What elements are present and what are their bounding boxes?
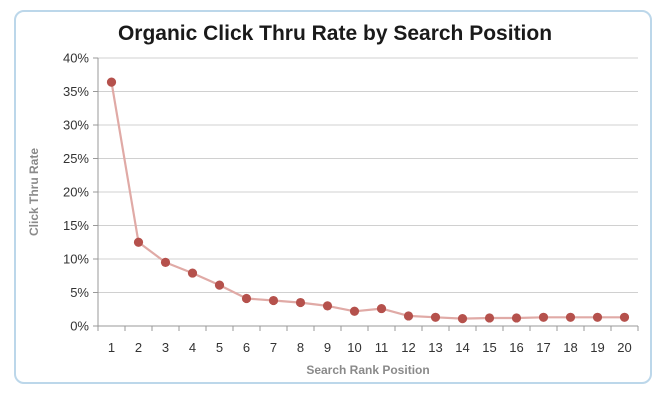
y-axis-label: Click Thru Rate xyxy=(27,148,41,236)
data-point xyxy=(106,77,117,87)
x-tick-label: 12 xyxy=(401,340,415,355)
gridlines xyxy=(98,57,638,293)
x-tick-label: 13 xyxy=(428,340,442,355)
y-tick-label: 35% xyxy=(63,84,89,99)
data-point xyxy=(484,313,495,323)
x-tick-label: 19 xyxy=(590,340,604,355)
x-tick-label: 16 xyxy=(509,340,523,355)
data-point xyxy=(241,293,252,304)
data-point xyxy=(187,268,198,278)
x-tick-label: 9 xyxy=(324,340,331,355)
y-tick-label: 25% xyxy=(63,151,89,166)
x-tick-label: 18 xyxy=(563,340,577,355)
x-tick-label: 14 xyxy=(455,340,469,355)
y-tick-label: 5% xyxy=(70,285,89,300)
chart-title: Organic Click Thru Rate by Search Positi… xyxy=(117,22,553,45)
y-tick-label: 15% xyxy=(63,218,89,233)
data-point xyxy=(592,312,603,322)
x-tick-labels: 1 2 3 4 5 6 7 8 9 10 11 12 13 14 15 16 17 18 19 20 xyxy=(108,340,632,355)
x-tick-label: 8 xyxy=(297,340,304,355)
series-line xyxy=(110,81,625,320)
data-point xyxy=(160,257,171,267)
data-point xyxy=(538,312,549,322)
chart-frame xyxy=(14,10,652,384)
data-point xyxy=(511,313,522,323)
data-point xyxy=(619,312,630,322)
x-tick-label: 5 xyxy=(216,340,223,355)
x-tick-label: 10 xyxy=(347,340,361,355)
x-axis-label: Search Rank Position xyxy=(306,363,429,377)
y-tick-label: 30% xyxy=(63,118,89,133)
axes xyxy=(93,57,639,331)
x-tick-label: 11 xyxy=(375,340,389,355)
y-tick-labels: 0% 5% 10% 15% 20% 25% 30% 35% 40% xyxy=(63,51,89,334)
series-layer xyxy=(106,77,630,324)
y-tick-label: 40% xyxy=(63,51,89,66)
x-tick-label: 3 xyxy=(162,340,169,355)
data-point xyxy=(376,303,387,314)
x-tick-label: 1 xyxy=(108,340,115,355)
data-point xyxy=(565,312,576,322)
data-point xyxy=(322,301,333,311)
x-tick-label: 2 xyxy=(135,340,142,355)
data-point xyxy=(457,314,468,324)
data-point xyxy=(403,311,414,321)
data-point xyxy=(349,306,360,316)
data-point xyxy=(430,312,441,322)
data-point xyxy=(133,237,144,247)
x-tick-label: 20 xyxy=(617,340,631,355)
y-tick-label: 10% xyxy=(63,252,89,267)
y-tick-label: 20% xyxy=(63,185,89,200)
x-tick-label: 6 xyxy=(243,340,250,355)
x-tick-label: 4 xyxy=(189,340,196,355)
y-tick-label: 0% xyxy=(70,319,89,334)
x-tick-label: 15 xyxy=(482,340,496,355)
data-point xyxy=(268,295,279,306)
data-point xyxy=(214,280,225,290)
data-point xyxy=(295,297,306,308)
x-tick-label: 17 xyxy=(536,340,550,355)
x-tick-label: 7 xyxy=(270,340,277,355)
